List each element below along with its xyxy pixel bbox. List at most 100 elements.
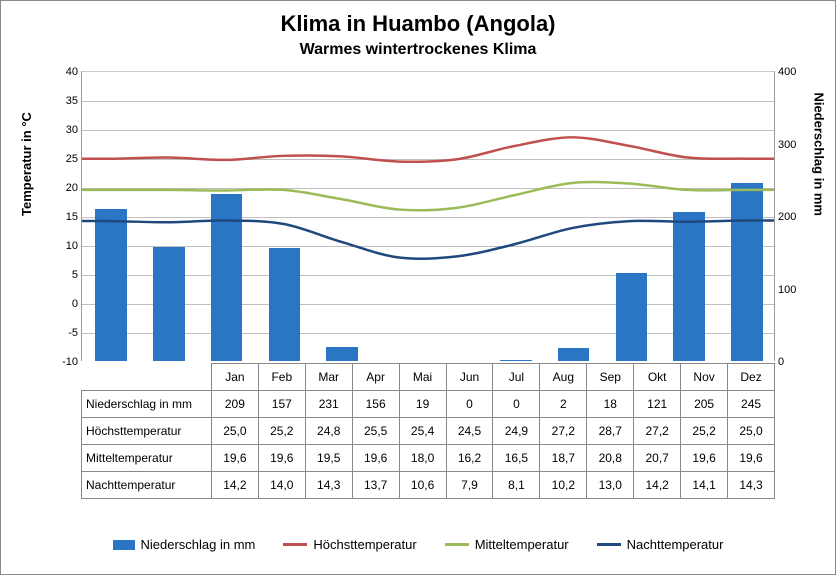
data-cell: 25,0 [211,418,258,445]
legend-swatch-line [597,543,621,546]
left-tick-label: 40 [48,66,78,78]
table-header-row: JanFebMarAprMaiJunJulAugSepOktNovDez [82,364,775,391]
left-tick-label: 20 [48,182,78,194]
data-cell: 19,6 [728,445,775,472]
month-header: Jan [211,364,258,391]
month-header: Mar [305,364,352,391]
data-cell: 19,6 [211,445,258,472]
legend-swatch-line [283,543,307,546]
legend-item: Niederschlag in mm [113,537,256,552]
data-cell: 19,6 [352,445,399,472]
data-cell: 121 [634,391,681,418]
data-cell: 14,1 [681,472,728,499]
data-cell: 205 [681,391,728,418]
table-row: Höchsttemperatur25,025,224,825,525,424,5… [82,418,775,445]
left-tick-label: 15 [48,211,78,223]
left-tick-label: 5 [48,269,78,281]
data-cell: 13,7 [352,472,399,499]
month-header: Okt [634,364,681,391]
data-cell: 14,0 [258,472,305,499]
data-cell: 14,3 [305,472,352,499]
data-cell: 25,4 [399,418,446,445]
month-header: Nov [681,364,728,391]
legend: Niederschlag in mm Höchsttemperatur Mittel… [1,537,835,552]
legend-item: Nachttemperatur [597,537,724,552]
lines-svg [82,72,774,361]
climate-chart: Klima in Huambo (Angola) Warmes wintertr… [0,0,836,575]
right-tick-label: 200 [778,211,808,223]
row-label: Höchsttemperatur [82,418,212,445]
data-cell: 27,2 [634,418,681,445]
data-cell: 18,0 [399,445,446,472]
data-cell: 10,6 [399,472,446,499]
legend-swatch-bar [113,540,135,550]
hoechst-line [53,137,803,161]
right-tick-label: 300 [778,139,808,151]
nacht-line [53,220,803,258]
month-header: Sep [587,364,634,391]
row-label: Niederschlag in mm [82,391,212,418]
right-tick-label: 400 [778,66,808,78]
data-cell: 16,5 [493,445,540,472]
data-cell: 10,2 [540,472,587,499]
data-cell: 24,5 [446,418,493,445]
data-cell: 19,6 [258,445,305,472]
data-cell: 14,2 [634,472,681,499]
legend-item: Höchsttemperatur [283,537,416,552]
data-cell: 8,1 [493,472,540,499]
chart-subtitle: Warmes wintertrockenes Klima [1,41,835,59]
month-header: Apr [352,364,399,391]
data-cell: 18,7 [540,445,587,472]
left-tick-label: -10 [48,356,78,368]
month-header: Jun [446,364,493,391]
data-cell: 16,2 [446,445,493,472]
chart-title: Klima in Huambo (Angola) [1,11,835,37]
legend-label: Nachttemperatur [627,537,724,552]
left-tick-label: 10 [48,240,78,252]
data-cell: 25,5 [352,418,399,445]
right-tick-label: 0 [778,356,808,368]
mittel-line [53,182,803,210]
legend-item: Mitteltemperatur [445,537,569,552]
left-tick-label: 30 [48,124,78,136]
y-axis-left-label: Temperatur in °C [19,112,34,216]
data-cell: 14,3 [728,472,775,499]
left-tick-label: 25 [48,153,78,165]
data-cell: 209 [211,391,258,418]
month-header: Jul [493,364,540,391]
data-cell: 20,7 [634,445,681,472]
legend-label: Mitteltemperatur [475,537,569,552]
data-cell: 245 [728,391,775,418]
month-header: Aug [540,364,587,391]
data-cell: 28,7 [587,418,634,445]
data-cell: 14,2 [211,472,258,499]
data-cell: 20,8 [587,445,634,472]
legend-swatch-line [445,543,469,546]
table-row: Mitteltemperatur19,619,619,519,618,016,2… [82,445,775,472]
left-tick-label: 35 [48,95,78,107]
data-cell: 0 [446,391,493,418]
data-cell: 25,0 [728,418,775,445]
legend-label: Höchsttemperatur [313,537,416,552]
y-axis-right-label: Niederschlag in mm [812,92,827,216]
data-cell: 24,9 [493,418,540,445]
data-cell: 25,2 [681,418,728,445]
data-cell: 19,5 [305,445,352,472]
data-cell: 156 [352,391,399,418]
data-cell: 19,6 [681,445,728,472]
right-tick-label: 100 [778,284,808,296]
plot-area: -10-505101520253035400100200300400 [81,71,775,361]
data-cell: 27,2 [540,418,587,445]
data-cell: 157 [258,391,305,418]
legend-label: Niederschlag in mm [141,537,256,552]
data-cell: 24,8 [305,418,352,445]
month-header: Dez [728,364,775,391]
data-cell: 231 [305,391,352,418]
data-cell: 7,9 [446,472,493,499]
data-cell: 2 [540,391,587,418]
data-cell: 18 [587,391,634,418]
data-cell: 19 [399,391,446,418]
month-header: Mai [399,364,446,391]
left-tick-label: -5 [48,327,78,339]
row-label: Nachttemperatur [82,472,212,499]
